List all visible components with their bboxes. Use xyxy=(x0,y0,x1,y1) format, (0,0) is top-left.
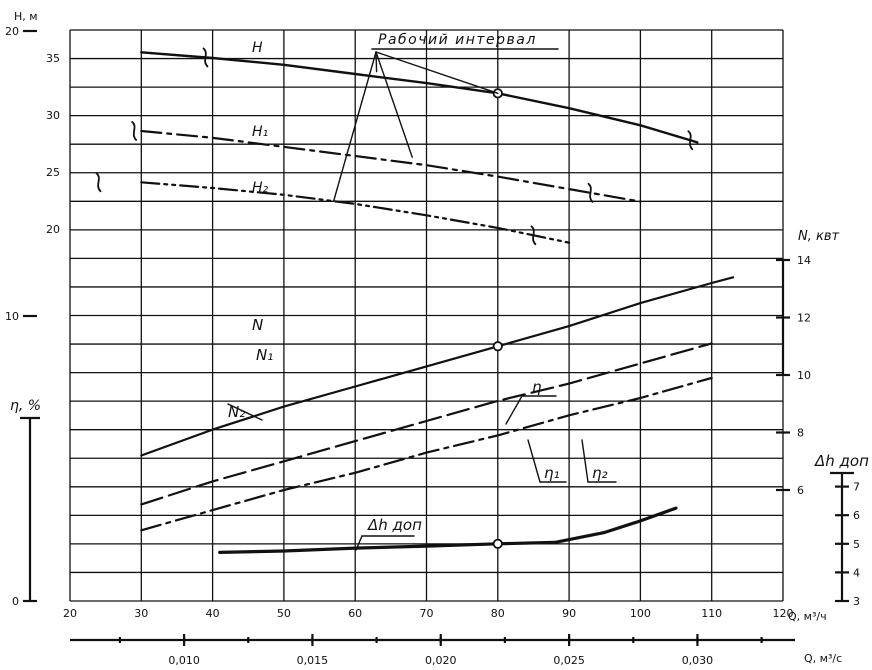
curve-label-N: N xyxy=(252,316,263,334)
y-tick-label-npsh: 4 xyxy=(853,566,860,579)
y-tick-label-head: 25 xyxy=(46,166,60,179)
annotation-leader-line xyxy=(333,51,377,202)
curve-label-eta1: η₁ xyxy=(544,464,560,482)
y-tick-label-npsh: 7 xyxy=(853,481,860,494)
y-tick-label-power: 12 xyxy=(797,312,811,325)
series-N-curve xyxy=(140,276,735,457)
curve-label-leader-dh xyxy=(355,535,363,551)
range-tick-H2 xyxy=(530,225,537,246)
annotation-leader-line xyxy=(375,51,413,158)
y-tick-label-power: 14 xyxy=(797,254,811,267)
range-tick-H xyxy=(687,130,694,151)
curve-label-H2: H₂ xyxy=(252,180,269,196)
range-tick-H2 xyxy=(95,172,102,193)
x-tick-label-m3s: 0,025 xyxy=(553,654,585,667)
y-axis-label-power: N, квт xyxy=(798,229,840,244)
series-H1-curve xyxy=(140,129,642,203)
series-H-curve xyxy=(140,51,699,144)
x-tick-label-m3h: 70 xyxy=(420,607,434,620)
y-tick-label-head: 20 xyxy=(46,223,60,236)
curve-label-eta2: η₂ xyxy=(592,464,608,482)
series-N2-curve xyxy=(140,376,713,532)
x-tick-label-m3h: 60 xyxy=(348,607,362,620)
y-tick-label-efficiency: 10 xyxy=(5,310,19,323)
chart-grid xyxy=(69,29,784,602)
curve-label-leader-eta2 xyxy=(581,439,589,483)
curve-label-H1: H₁ xyxy=(252,124,268,140)
x-tick-label-m3h: 30 xyxy=(134,607,148,620)
annotation-leader-line xyxy=(375,51,378,73)
x-axis-label-m3h: Q, м³/ч xyxy=(788,610,827,623)
y-tick-label-power: 8 xyxy=(797,427,804,440)
y-axis-label-head: H, м xyxy=(14,10,38,23)
curve-label-leader-N2 xyxy=(227,403,263,421)
annotation-operating-range: Рабочий интервал xyxy=(378,32,537,48)
y-axis-label-efficiency: η, % xyxy=(10,398,41,414)
range-tick-H1 xyxy=(587,182,594,203)
x-tick-label-m3h: 100 xyxy=(630,607,651,620)
x-tick-label-m3s: 0,020 xyxy=(425,654,457,667)
x-tick-label-m3h: 120 xyxy=(773,607,794,620)
y-tick-label-head: 35 xyxy=(46,52,60,65)
rated-point-N xyxy=(492,341,503,352)
x-tick-label-m3h: 90 xyxy=(562,607,576,620)
curve-label-eta: η xyxy=(532,378,542,396)
y-tick-label-npsh: 6 xyxy=(853,509,860,522)
x-tick-label-m3s: 0,015 xyxy=(297,654,329,667)
x-tick-label-m3s: 0,030 xyxy=(682,654,714,667)
rated-point-dh xyxy=(492,538,503,549)
y-tick-label-head: 30 xyxy=(46,109,60,122)
curve-label-dh: Δh доп xyxy=(367,516,422,534)
series-H2-curve xyxy=(140,181,571,244)
x-tick-label-m3h: 20 xyxy=(63,607,77,620)
curve-label-leader-eta xyxy=(505,395,523,425)
series-N1-curve xyxy=(140,342,713,506)
y-tick-label-power: 10 xyxy=(797,369,811,382)
curve-label-N1: N₁ xyxy=(256,346,273,364)
x-tick-label-m3h: 40 xyxy=(206,607,220,620)
x-tick-label-m3h: 80 xyxy=(491,607,505,620)
x-axis-label-m3s: Q, м³/с xyxy=(804,652,842,665)
curve-label-N2: N₂ xyxy=(228,403,245,421)
range-tick-H xyxy=(202,47,209,68)
x-tick-label-m3h: 110 xyxy=(701,607,722,620)
y-tick-label-power: 6 xyxy=(797,484,804,497)
chart-curves xyxy=(95,47,735,554)
y-tick-label-npsh: 3 xyxy=(853,595,860,608)
chart-axes xyxy=(20,29,854,646)
curve-label-leader-eta1 xyxy=(527,439,541,483)
x-tick-label-m3s: 0,010 xyxy=(168,654,200,667)
y-axis-label-npsh: Δh доп xyxy=(814,452,869,470)
annotation-leader-line xyxy=(375,51,499,95)
y-tick-label-efficiency: 0 xyxy=(12,595,19,608)
x-tick-label-m3h: 50 xyxy=(277,607,291,620)
range-tick-H1 xyxy=(131,121,138,141)
y-tick-label-npsh: 5 xyxy=(853,538,860,551)
y-tick-label-efficiency: 20 xyxy=(5,25,19,38)
curve-label-H: H xyxy=(252,40,263,56)
